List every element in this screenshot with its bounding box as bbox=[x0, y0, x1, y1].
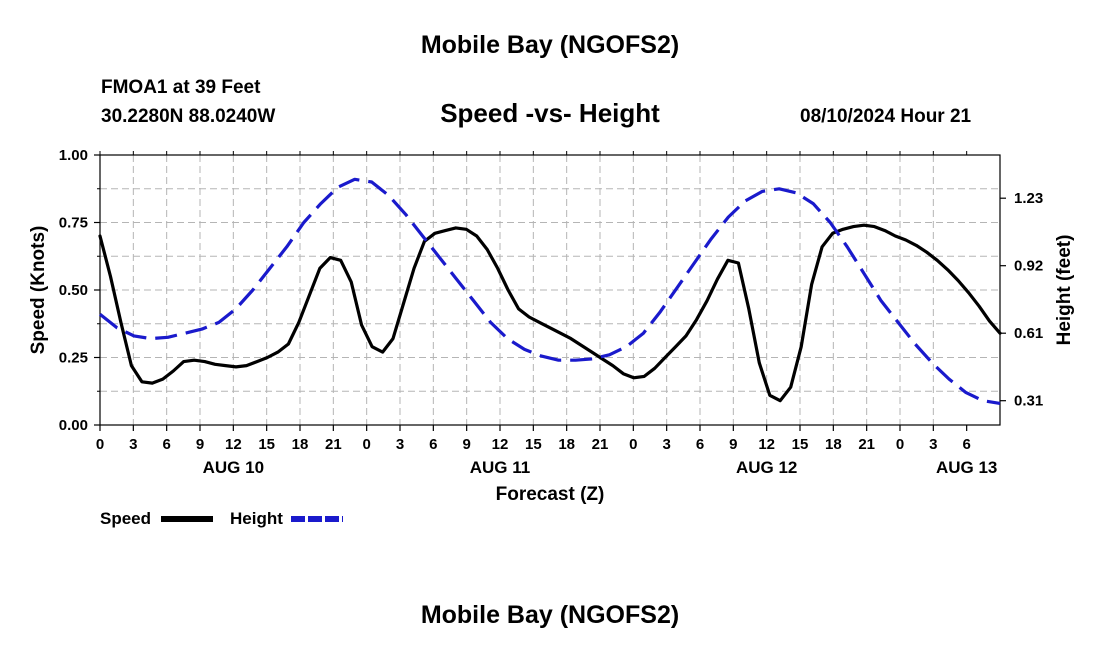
x-tick-label: 21 bbox=[592, 436, 609, 453]
legend-height-swatch bbox=[291, 516, 343, 522]
x-tick-label: 12 bbox=[225, 436, 242, 453]
x-tick-label: 12 bbox=[492, 436, 509, 453]
station-label: FMOA1 at 39 Feet bbox=[101, 77, 261, 98]
legend-speed-label: Speed bbox=[100, 509, 152, 528]
legend-speed-swatch bbox=[161, 516, 213, 522]
x-tick-label: 21 bbox=[325, 436, 342, 453]
x-tick-label: 6 bbox=[429, 436, 437, 453]
x-tick-label: 6 bbox=[162, 436, 170, 453]
x-tick-label: 9 bbox=[196, 436, 204, 453]
x-tick-label: 18 bbox=[292, 436, 309, 453]
legend-height-label: Height bbox=[230, 509, 283, 528]
x-tick-label: 3 bbox=[929, 436, 937, 453]
y2-tick-label: 0.92 bbox=[1014, 258, 1043, 275]
footer-title: Mobile Bay (NGOFS2) bbox=[420, 601, 680, 629]
x-tick-label: 15 bbox=[258, 436, 275, 453]
date-label: AUG 12 bbox=[736, 458, 797, 477]
date-label: AUG 10 bbox=[203, 458, 264, 477]
x-tick-label: 0 bbox=[629, 436, 637, 453]
chart-title: Speed -vs- Height bbox=[440, 98, 660, 128]
station-coordinates: 30.2280N 88.0240W bbox=[101, 106, 276, 127]
y-tick-label: 0.00 bbox=[59, 417, 88, 434]
x-tick-label: 9 bbox=[462, 436, 470, 453]
y-axis-label: Speed (Knots) bbox=[28, 226, 49, 355]
date-label: AUG 13 bbox=[936, 458, 997, 477]
x-tick-label: 12 bbox=[758, 436, 775, 453]
y2-axis-label: Height (feet) bbox=[1054, 235, 1075, 346]
main-title: Mobile Bay (NGOFS2) bbox=[420, 31, 680, 59]
x-tick-label: 0 bbox=[896, 436, 904, 453]
x-tick-label: 21 bbox=[858, 436, 875, 453]
y-tick-label: 0.75 bbox=[59, 215, 88, 232]
x-tick-label: 6 bbox=[696, 436, 704, 453]
series-line-height bbox=[99, 177, 1001, 405]
y2-tick-label: 0.31 bbox=[1014, 393, 1043, 410]
x-tick-label: 6 bbox=[962, 436, 970, 453]
x-tick-label: 3 bbox=[129, 436, 137, 453]
y2-tick-label: 1.23 bbox=[1014, 190, 1043, 207]
y-tick-label: 1.00 bbox=[59, 147, 88, 164]
x-tick-label: 3 bbox=[396, 436, 404, 453]
x-tick-label: 9 bbox=[729, 436, 737, 453]
x-tick-label: 15 bbox=[792, 436, 809, 453]
x-axis-label: Forecast (Z) bbox=[496, 484, 605, 505]
y-tick-label: 0.25 bbox=[59, 350, 88, 367]
x-tick-label: 18 bbox=[558, 436, 575, 453]
x-tick-label: 0 bbox=[96, 436, 104, 453]
grid bbox=[100, 155, 1000, 425]
x-tick-label: 3 bbox=[662, 436, 670, 453]
y2-tick-label: 0.61 bbox=[1014, 325, 1043, 342]
y-tick-label: 0.50 bbox=[59, 282, 88, 299]
series-line-speed bbox=[98, 223, 1002, 403]
x-tick-label: 18 bbox=[825, 436, 842, 453]
x-tick-label: 15 bbox=[525, 436, 542, 453]
axes: 0 3 6 9 12 15 18 21 0 3 6 9 12 15 18 21 0 3 6 9 12 15 18 21 0 3 6 A… bbox=[59, 147, 1043, 477]
x-tick-label: 0 bbox=[362, 436, 370, 453]
forecast-datetime: 08/10/2024 Hour 21 bbox=[800, 106, 972, 127]
series-layer bbox=[98, 177, 1002, 405]
date-label: AUG 11 bbox=[470, 458, 530, 477]
